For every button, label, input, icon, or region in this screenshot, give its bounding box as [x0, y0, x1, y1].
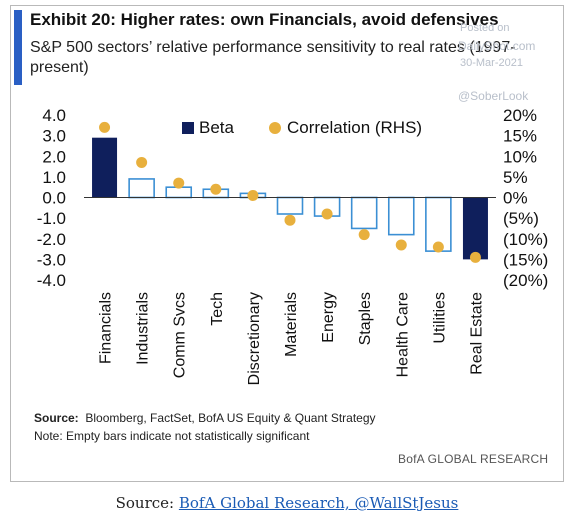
- correlation-dot: [358, 229, 370, 241]
- right-axis-tick-label: (5%): [503, 209, 539, 228]
- source-text: Bloomberg, FactSet, BofA US Equity & Qua…: [85, 411, 376, 425]
- right-axis-tick-label: 10%: [503, 147, 537, 166]
- right-axis-tick-label: 15%: [503, 127, 537, 146]
- left-axis-tick-label: 3.0: [42, 127, 66, 146]
- left-axis-tick-label: 0.0: [42, 189, 66, 208]
- category-label: Discretionary: [246, 292, 263, 385]
- title-accent-bar: [14, 10, 22, 85]
- left-axis-tick-label: -1.0: [37, 209, 66, 228]
- correlation-dot: [136, 156, 148, 168]
- category-label: Staples: [357, 292, 374, 345]
- right-axis-tick-label: 20%: [503, 106, 537, 125]
- correlation-dot: [395, 239, 407, 251]
- correlation-dot: [247, 189, 259, 201]
- image-caption: Source: BofA Global Research, @WallStJes…: [0, 494, 574, 512]
- left-axis-tick-label: 2.0: [42, 147, 66, 166]
- category-label: Comm Svcs: [172, 292, 189, 378]
- watermark-site: DailyShot.com: [458, 39, 536, 53]
- beta-bar: [350, 196, 378, 230]
- right-axis-tick-label: (10%): [503, 230, 548, 249]
- source-note: Source: Bloomberg, FactSet, BofA US Equi…: [34, 411, 376, 425]
- correlation-dot: [284, 214, 296, 226]
- category-label: Materials: [283, 292, 300, 357]
- beta-bar: [462, 197, 488, 260]
- sector-sensitivity-chart: 4.0 3.02.0 1.0 0.0-1.0 -2.0-3.0 -4.0 20% 15%10%…: [37, 106, 549, 385]
- left-axis-tick-label: -3.0: [37, 250, 66, 269]
- left-axis-tick-label: -2.0: [37, 230, 66, 249]
- chart-subtitle: S&P 500 sectors’ relative performance se…: [30, 39, 516, 76]
- category-label: Real Estate: [468, 292, 485, 375]
- beta-bar: [165, 186, 193, 199]
- correlation-dot: [432, 241, 444, 253]
- category-label: Energy: [320, 292, 337, 343]
- caption-source-link[interactable]: BofA Global Research, @WallStJesus: [178, 494, 459, 512]
- correlation-dot: [469, 251, 481, 263]
- right-axis-tick-label: 5%: [503, 168, 528, 187]
- correlation-dot: [99, 121, 111, 133]
- caption-prefix: Source:: [115, 494, 179, 512]
- right-axis-tick-label: (20%): [503, 271, 548, 290]
- category-label: Industrials: [135, 292, 152, 365]
- legend-beta-label: Beta: [199, 118, 235, 137]
- category-label: Tech: [209, 292, 226, 326]
- watermark-posted-on: Posted on: [460, 22, 510, 34]
- right-axis-tick-label: 0%: [503, 189, 528, 208]
- brand-label: BofA GLOBAL RESEARCH: [398, 452, 549, 466]
- left-axis-tick-label: 1.0: [42, 168, 66, 187]
- category-label: Financials: [98, 292, 115, 364]
- watermark-date: 30-Mar-2021: [460, 57, 523, 69]
- correlation-dot: [210, 183, 222, 195]
- category-label: Utilities: [431, 292, 448, 344]
- watermark-handle: @SoberLook: [458, 89, 529, 103]
- beta-bar: [92, 137, 118, 198]
- legend-beta-swatch: [182, 122, 194, 134]
- significance-note: Note: Empty bars indicate not statistica…: [34, 429, 310, 443]
- left-axis-tick-label: 4.0: [42, 106, 66, 125]
- category-label: Health Care: [394, 292, 411, 377]
- correlation-dot: [173, 177, 185, 189]
- source-label: Source:: [34, 411, 79, 425]
- legend-correlation-swatch: [269, 122, 281, 134]
- correlation-dot: [321, 208, 333, 220]
- beta-bar: [128, 178, 155, 199]
- right-axis-tick-label: (15%): [503, 250, 548, 269]
- beta-bar: [276, 196, 304, 215]
- chart-title: Exhibit 20: Higher rates: own Financials…: [30, 10, 499, 29]
- beta-bar: [387, 196, 415, 236]
- left-axis-tick-label: -4.0: [37, 271, 66, 290]
- legend-correlation-label: Correlation (RHS): [287, 118, 422, 137]
